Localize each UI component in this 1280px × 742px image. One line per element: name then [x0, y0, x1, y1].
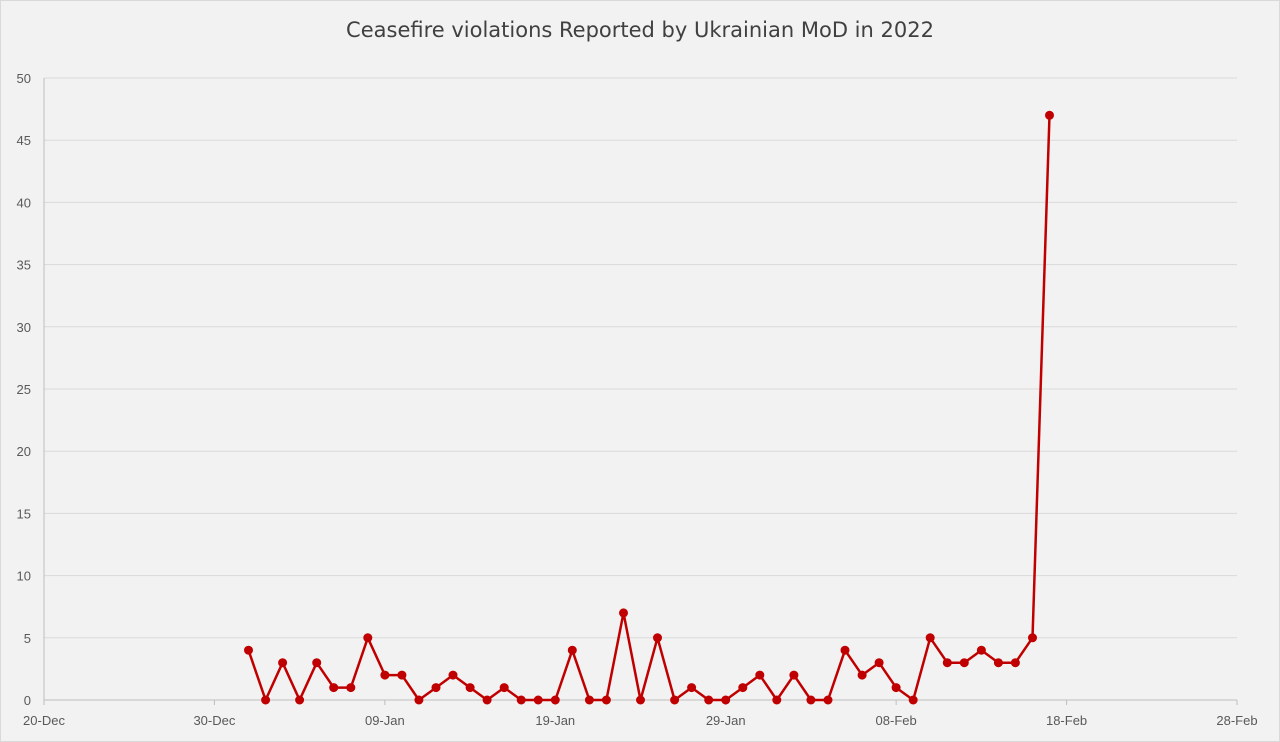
data-point: [908, 695, 918, 705]
series-line: [247, 115, 1051, 702]
gridlines: [44, 77, 1237, 639]
y-tick-label: 20: [17, 444, 31, 459]
data-point: [465, 683, 475, 693]
data-point: [993, 658, 1003, 668]
data-point: [329, 683, 339, 693]
data-point: [925, 633, 935, 643]
data-point: [1010, 658, 1020, 668]
data-point: [312, 658, 322, 668]
data-point: [738, 683, 748, 693]
data-point: [244, 645, 253, 655]
data-point: [397, 670, 407, 680]
x-tick-label: 28-Feb: [1216, 713, 1257, 728]
x-tick-label: 18-Feb: [1046, 713, 1087, 728]
y-tick-label: 0: [24, 693, 31, 708]
data-point: [584, 695, 594, 705]
data-point: [755, 670, 765, 680]
data-point: [687, 683, 697, 693]
data-point: [857, 670, 867, 680]
data-point: [959, 658, 969, 668]
data-point: [891, 683, 901, 693]
data-point: [363, 633, 373, 643]
y-tick-label: 25: [17, 382, 31, 397]
y-tick-label: 40: [17, 195, 31, 210]
x-tick-label: 08-Feb: [876, 713, 917, 728]
data-point: [942, 658, 952, 668]
data-point: [261, 695, 271, 705]
data-point: [874, 658, 884, 668]
data-point: [295, 695, 305, 705]
data-point: [619, 608, 628, 618]
data-point: [567, 645, 577, 655]
y-tick-label: 45: [17, 133, 31, 148]
data-point: [840, 645, 850, 655]
y-tick-label: 10: [17, 569, 31, 584]
series-violations: [244, 110, 1054, 705]
x-tick-label: 20-Dec: [23, 713, 65, 728]
data-point: [380, 670, 390, 680]
data-point: [448, 670, 458, 680]
x-tick-label: 29-Jan: [706, 713, 746, 728]
data-point: [670, 695, 680, 705]
data-point: [431, 683, 441, 693]
data-point: [806, 695, 816, 705]
y-tick-label: 30: [17, 320, 31, 335]
y-tick-label: 50: [17, 71, 31, 86]
data-point: [704, 695, 714, 705]
data-point: [482, 695, 492, 705]
axes: 0 5 10 15 20 25 30 35 40 45 50 20-Dec 30-Dec 09-Jan 19…: [17, 71, 1258, 728]
data-point: [278, 658, 288, 668]
y-tick-label: 15: [17, 506, 31, 521]
data-point: [976, 645, 986, 655]
data-point: [789, 670, 799, 680]
x-tick-label: 30-Dec: [193, 713, 235, 728]
x-tick-label: 09-Jan: [365, 713, 405, 728]
data-point: [653, 633, 662, 643]
data-point: [636, 695, 645, 705]
y-tick-label: 35: [17, 258, 31, 273]
data-point: [823, 695, 833, 705]
chart-title: Ceasefire violations Reported by Ukraini…: [346, 18, 934, 42]
data-point: [516, 695, 526, 705]
data-point: [1045, 110, 1054, 120]
data-point: [601, 695, 611, 705]
data-point: [1028, 633, 1037, 643]
data-point: [533, 695, 543, 705]
y-tick-label: 5: [24, 631, 31, 646]
x-tick-label: 19-Jan: [535, 713, 575, 728]
data-point: [772, 695, 782, 705]
data-point: [346, 683, 356, 693]
data-point: [499, 683, 509, 693]
data-point: [550, 695, 560, 705]
data-point: [414, 695, 424, 705]
data-point: [721, 695, 731, 705]
